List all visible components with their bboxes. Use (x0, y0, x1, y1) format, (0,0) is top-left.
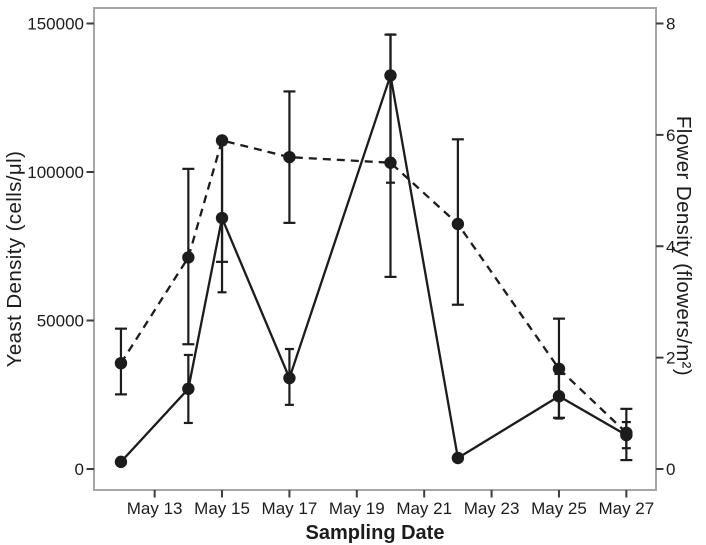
x-tick-label: May 23 (464, 499, 520, 518)
plot-frame (93, 7, 657, 491)
flower-data-point (182, 251, 195, 264)
flower-data-point (215, 134, 229, 147)
x-axis-title: Sampling Date (306, 522, 445, 544)
flower-data-point (384, 156, 397, 169)
yeast-data-point (451, 451, 465, 465)
yeast-data-point (215, 211, 229, 225)
flower-series-line (119, 139, 628, 434)
x-tick-label: May 13 (127, 499, 183, 518)
flower-data-point (451, 217, 465, 231)
plot-area: 0 50000 100000 150000 0 2 4 6 8 May 13 May 15 May 1… (27, 7, 675, 518)
y-right-tick-label: 6 (666, 126, 675, 145)
yeast-data-point (283, 371, 296, 385)
x-tick-label: May 21 (396, 499, 452, 518)
yeast-data-point (114, 455, 128, 469)
x-tick-label: May 15 (194, 499, 250, 518)
x-tick-label: May 25 (531, 499, 587, 518)
x-tick-label: May 19 (329, 499, 385, 518)
y-right-tick-label: 8 (666, 15, 675, 34)
yeast-data-point (552, 390, 566, 403)
flower-data-point (114, 356, 128, 370)
y-right-tick-label: 4 (666, 237, 675, 256)
y-right-tick-label: 2 (666, 349, 675, 368)
y-left-tick-label: 0 (75, 460, 84, 479)
y-left-tick-label: 50000 (37, 312, 84, 331)
yeast-series-line (120, 75, 627, 463)
y-left-tick-label: 150000 (27, 15, 84, 34)
y-left-tick-label: 100000 (27, 163, 84, 182)
yeast-data-point (384, 69, 397, 82)
flower-data-point (552, 362, 566, 375)
y-right-axis-title: Flower Density (flowers/m²) (672, 116, 695, 376)
flower-data-point (283, 150, 296, 164)
y-left-axis-title: Yeast Density (cells/μl) (3, 151, 26, 368)
y-right-tick-label: 0 (666, 460, 675, 479)
x-tick-label: May 17 (262, 499, 318, 518)
flower-data-point (620, 426, 633, 440)
x-tick-label: May 27 (598, 499, 654, 518)
yeast-data-point (182, 382, 195, 396)
